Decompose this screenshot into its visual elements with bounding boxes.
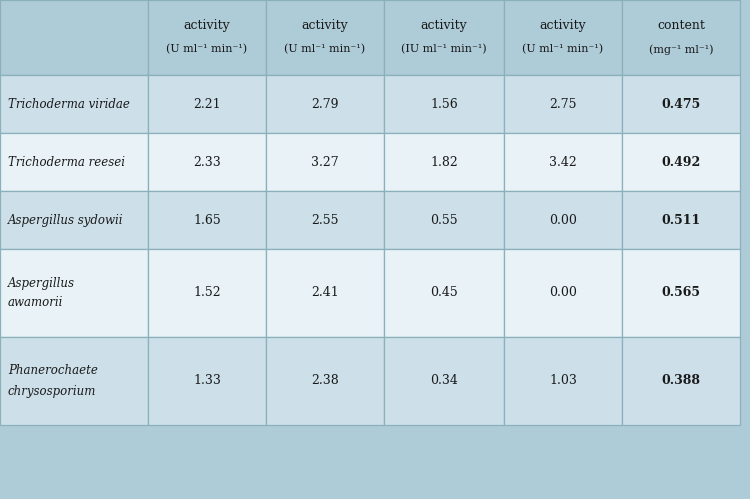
Bar <box>504 191 622 249</box>
Bar <box>622 337 740 425</box>
Text: (mg⁻¹ ml⁻¹): (mg⁻¹ ml⁻¹) <box>649 44 713 55</box>
Text: 2.21: 2.21 <box>194 97 220 110</box>
Text: awamorii: awamorii <box>8 296 63 309</box>
Text: Trichoderma viridae: Trichoderma viridae <box>8 97 130 110</box>
Text: Phanerochaete: Phanerochaete <box>8 364 98 378</box>
Text: 0.475: 0.475 <box>662 97 700 110</box>
Text: 1.65: 1.65 <box>194 214 220 227</box>
Bar <box>266 337 384 425</box>
Text: Aspergillus: Aspergillus <box>8 276 75 289</box>
Text: (U ml⁻¹ min⁻¹): (U ml⁻¹ min⁻¹) <box>284 44 365 55</box>
Bar <box>0 133 148 191</box>
Text: 1.33: 1.33 <box>193 375 221 388</box>
Text: chrysosporium: chrysosporium <box>8 385 96 398</box>
Text: 2.79: 2.79 <box>311 97 339 110</box>
Text: 2.55: 2.55 <box>311 214 339 227</box>
Text: (U ml⁻¹ min⁻¹): (U ml⁻¹ min⁻¹) <box>166 44 248 55</box>
Text: 0.00: 0.00 <box>549 214 577 227</box>
Bar <box>148 0 266 75</box>
Bar <box>622 249 740 337</box>
Bar <box>504 75 622 133</box>
Text: content: content <box>657 19 705 32</box>
Bar <box>0 75 148 133</box>
Text: 1.03: 1.03 <box>549 375 577 388</box>
Text: (U ml⁻¹ min⁻¹): (U ml⁻¹ min⁻¹) <box>523 44 604 55</box>
Text: 2.38: 2.38 <box>311 375 339 388</box>
Bar <box>0 337 148 425</box>
Text: 0.492: 0.492 <box>662 156 700 169</box>
Text: 0.388: 0.388 <box>662 375 700 388</box>
Bar <box>622 191 740 249</box>
Bar <box>148 75 266 133</box>
Text: Aspergillus sydowii: Aspergillus sydowii <box>8 214 124 227</box>
Bar <box>384 0 504 75</box>
Bar <box>504 249 622 337</box>
Bar <box>148 191 266 249</box>
Bar <box>148 249 266 337</box>
Text: 2.41: 2.41 <box>311 286 339 299</box>
Text: 3.42: 3.42 <box>549 156 577 169</box>
Text: activity: activity <box>421 19 467 32</box>
Bar <box>384 337 504 425</box>
Bar <box>384 249 504 337</box>
Bar <box>622 0 740 75</box>
Bar <box>0 249 148 337</box>
Text: 1.52: 1.52 <box>194 286 220 299</box>
Text: 2.75: 2.75 <box>549 97 577 110</box>
Bar <box>266 249 384 337</box>
Text: activity: activity <box>540 19 586 32</box>
Bar <box>384 75 504 133</box>
Bar <box>504 337 622 425</box>
Text: 0.34: 0.34 <box>430 375 458 388</box>
Bar <box>0 191 148 249</box>
Text: Trichoderma reesei: Trichoderma reesei <box>8 156 125 169</box>
Bar <box>266 191 384 249</box>
Text: 0.55: 0.55 <box>430 214 457 227</box>
Bar <box>148 337 266 425</box>
Text: 1.82: 1.82 <box>430 156 457 169</box>
Text: 1.56: 1.56 <box>430 97 457 110</box>
Bar <box>266 0 384 75</box>
Bar <box>384 133 504 191</box>
Bar <box>622 133 740 191</box>
Text: 0.00: 0.00 <box>549 286 577 299</box>
Text: 0.565: 0.565 <box>662 286 700 299</box>
Bar <box>0 0 148 75</box>
Text: 2.33: 2.33 <box>194 156 220 169</box>
Bar <box>266 133 384 191</box>
Bar <box>504 133 622 191</box>
Text: 3.27: 3.27 <box>311 156 339 169</box>
Bar <box>384 191 504 249</box>
Text: (IU ml⁻¹ min⁻¹): (IU ml⁻¹ min⁻¹) <box>401 44 487 55</box>
Text: 0.511: 0.511 <box>662 214 700 227</box>
Bar <box>266 75 384 133</box>
Text: activity: activity <box>184 19 230 32</box>
Bar <box>148 133 266 191</box>
Text: activity: activity <box>302 19 348 32</box>
Bar <box>622 75 740 133</box>
Text: 0.45: 0.45 <box>430 286 457 299</box>
Bar <box>504 0 622 75</box>
